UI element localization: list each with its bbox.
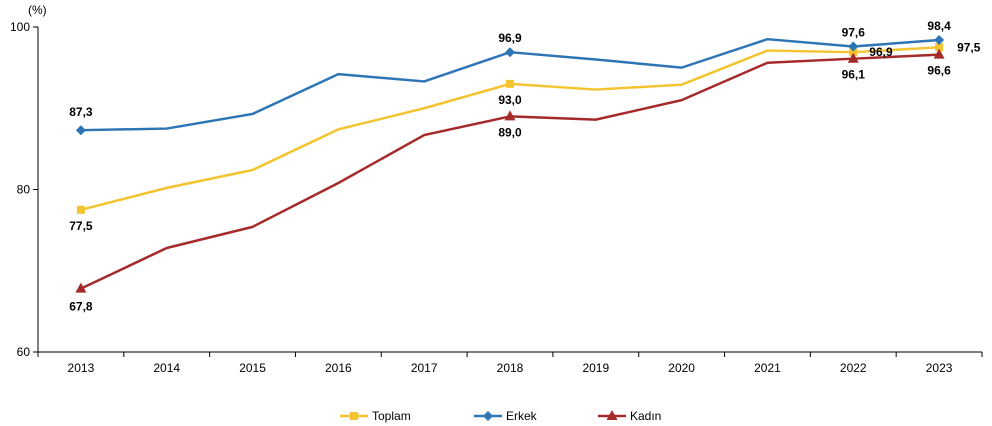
data-label-erkek: 97,6 — [842, 26, 866, 40]
x-tick-label: 2022 — [840, 361, 867, 375]
x-tick-label: 2016 — [325, 361, 352, 375]
series-toplam — [76, 43, 944, 214]
data-label-toplam: 77,5 — [69, 219, 93, 233]
y-tick-label: 80 — [17, 183, 31, 197]
legend-item-erkek: Erkek — [474, 409, 538, 423]
x-tick-label: 2020 — [668, 361, 695, 375]
data-label-erkek: 96,9 — [498, 31, 522, 45]
data-point-erkek — [848, 41, 859, 52]
legend-marker-erkek — [483, 411, 493, 421]
data-label-erkek: 87,3 — [69, 105, 93, 119]
data-label-toplam: 97,5 — [957, 40, 981, 54]
data-labels-layer: 77,593,096,9 97,587,396,9 97,6 98,467,889,0… — [69, 19, 981, 314]
x-tick-label: 2015 — [239, 361, 266, 375]
x-tick-label: 2018 — [497, 361, 524, 375]
legend-marker-kadn — [606, 410, 618, 420]
data-point-toplam — [506, 79, 514, 88]
data-point-kadn — [504, 110, 516, 121]
series-line-kadn — [80, 53, 940, 290]
series-kadn — [75, 48, 945, 293]
x-tick-label: 2014 — [153, 361, 180, 375]
data-point-kadn — [75, 282, 87, 293]
y-tick-label: 60 — [17, 345, 31, 359]
data-label-erkek: 98,4 — [927, 19, 951, 33]
legend-item-toplam: Toplam — [340, 409, 411, 423]
data-point-toplam — [935, 43, 944, 52]
legend-label-kadn: Kadın — [630, 409, 661, 423]
series-layer — [75, 35, 945, 293]
legend-item-kadn: Kadın — [598, 409, 661, 423]
axes: 60 80 100 2013 2014 2015 2016 2017 2018 2019 2020 2… — [10, 20, 983, 375]
data-point-erkek — [75, 125, 86, 136]
data-label-toplam: 96,9 — [869, 45, 893, 59]
x-tick-label: 2017 — [411, 361, 438, 375]
y-tick-label: 100 — [10, 20, 30, 34]
legend-label-toplam: Toplam — [372, 409, 411, 423]
data-label-toplam: 93,0 — [498, 93, 522, 107]
data-point-toplam — [76, 205, 85, 214]
data-label-kadn: 96,1 — [842, 68, 866, 82]
x-tick-label: 2023 — [926, 361, 953, 375]
legend-marker-toplam — [350, 412, 358, 420]
x-tick-label: 2013 — [68, 361, 95, 375]
data-point-kadn — [847, 52, 859, 63]
x-tick-label: 2021 — [754, 361, 781, 375]
series-erkek — [75, 35, 945, 136]
legend-label-erkek: Erkek — [506, 409, 538, 423]
data-point-kadn — [933, 48, 945, 59]
data-point-toplam — [849, 48, 858, 57]
data-point-erkek — [505, 47, 515, 58]
legend: Toplam Erkek Kadın — [340, 409, 661, 423]
x-tick-label: 2019 — [582, 361, 609, 375]
data-label-kadn: 96,6 — [927, 64, 951, 78]
y-axis-unit-label: (%) — [28, 3, 47, 17]
data-point-erkek — [934, 35, 945, 45]
data-label-kadn: 67,8 — [69, 300, 93, 314]
data-label-kadn: 89,0 — [498, 125, 522, 139]
